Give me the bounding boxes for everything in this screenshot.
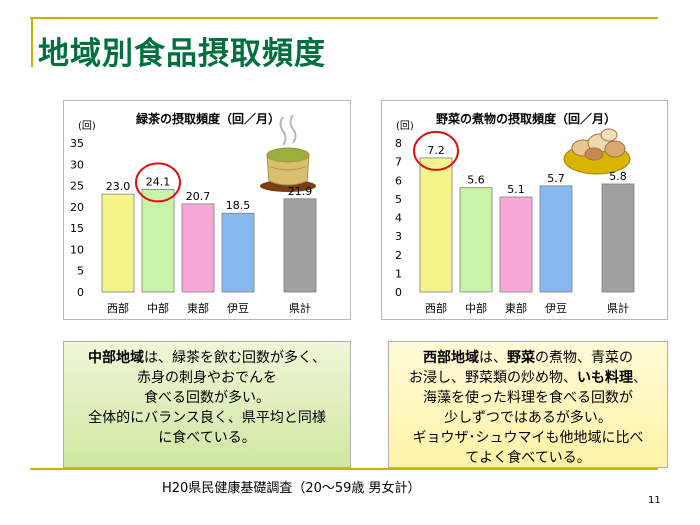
data-source: H20県民健康基礎調査（20～59歳 男女計） [162, 481, 421, 496]
note-text: は、緑茶を飲む回数が多く、 [144, 350, 326, 366]
simmered-vegetables-bowl-icon [563, 128, 631, 175]
note-text: お浸し、野菜類の炒め物、 [409, 370, 577, 386]
note-line: 食べる回数が多い。 [144, 390, 270, 406]
vegetables-highlight-circle [413, 130, 459, 171]
green-tea-y-tick-label: 10 [70, 243, 84, 256]
page-number: 11 [648, 495, 661, 506]
green-tea-unit-label: (回) [78, 120, 96, 132]
emphasis-potato-dishes: いも料理 [577, 370, 633, 386]
vegetables-unit-label: (回) [396, 120, 414, 132]
note-line: に食べている。 [158, 430, 256, 446]
green-tea-chart-svg: 緑茶の摂取頻度（回／月） (回) 0 5 10 15 20 25 30 35 23.0 西部 24.1 中… [70, 111, 317, 315]
vegetables-value-label: 7.2 [427, 144, 445, 157]
green-tea-category-label: 中部 [147, 301, 169, 315]
green-tea-category-label: 東部 [187, 301, 209, 315]
green-tea-y-tick-label: 20 [70, 201, 84, 214]
vegetables-y-tick-label: 5 [395, 193, 402, 206]
green-tea-note: 中部地域は、緑茶を飲む回数が多く、 赤身の刺身やおでんを 食べる回数が多い。 全… [63, 341, 351, 468]
note-text: 、 [633, 370, 647, 386]
green-tea-bar [101, 193, 135, 293]
green-tea-chart-title: 緑茶の摂取頻度（回／月） [136, 111, 280, 126]
vegetables-y-tick-label: 1 [395, 267, 402, 280]
green-tea-value-label: 23.0 [106, 180, 131, 193]
green-tea-y-tick-label: 35 [70, 137, 84, 150]
simmered-vegetables-chart-svg: 野菜の煮物の摂取頻度（回／月） (回) 0 1 2 3 4 5 6 7 8 7.2 西部 5.6 中部 5.1… [395, 111, 635, 315]
vegetables-bar [601, 183, 635, 293]
note-line: 全体的にバランス良く、県平均と同様 [88, 410, 326, 426]
green-tea-y-tick-label: 25 [70, 180, 84, 193]
note-text: は、 [479, 350, 507, 366]
note-line: ギョウザ･シュウマイも他地域に比べ [412, 430, 644, 446]
note-line: てよく食べている。 [465, 450, 591, 466]
note-line: 中部地域は、緑茶を飲む回数が多く、 [72, 348, 342, 368]
green-tea-chart: 緑茶の摂取頻度（回／月） (回) 0 5 10 15 20 25 30 35 23.0 西部 24.1 中… [63, 100, 351, 320]
vegetables-category-label: 中部 [465, 301, 487, 315]
green-tea-cup-icon [260, 114, 316, 192]
vegetables-value-label: 5.8 [609, 170, 627, 183]
vegetables-y-tick-label: 0 [395, 286, 402, 299]
vegetables-category-label: 東部 [505, 301, 527, 315]
green-tea-bar [283, 198, 317, 293]
green-tea-category-label: 伊豆 [227, 302, 249, 315]
green-tea-value-label: 21.9 [288, 185, 313, 198]
vegetables-category-label: 県計 [607, 301, 629, 315]
vegetables-y-tick-label: 2 [395, 249, 402, 262]
green-tea-y-tick-label: 30 [70, 158, 84, 171]
vegetables-y-tick-label: 8 [395, 137, 402, 150]
green-tea-y-tick-label: 5 [77, 265, 84, 278]
vegetables-chart-title: 野菜の煮物の摂取頻度（回／月） [436, 111, 616, 126]
frame-line-top [30, 17, 658, 19]
green-tea-category-label: 県計 [289, 301, 311, 315]
note-text: の煮物、青菜の [535, 350, 633, 366]
vegetables-bar [539, 185, 573, 293]
frame-line-left [31, 17, 33, 67]
note-line: 赤身の刺身やおでんを [137, 370, 277, 386]
vegetables-bar [419, 157, 453, 293]
note-line: 海藻を使った料理を食べる回数が [423, 390, 633, 406]
note-line: お浸し、野菜類の炒め物、いも料理、 [397, 368, 659, 388]
vegetables-category-label: 伊豆 [545, 302, 567, 315]
slide-title: 地域別食品摂取頻度 [38, 36, 326, 72]
green-tea-bar [141, 189, 175, 293]
vegetables-value-label: 5.1 [507, 183, 525, 196]
region-name-seibu: 西部地域 [423, 350, 479, 366]
frame-line-bottom [30, 468, 658, 470]
emphasis-vegetables: 野菜 [507, 350, 535, 366]
region-name-chubu: 中部地域 [88, 350, 144, 366]
vegetables-y-tick-label: 4 [395, 212, 402, 225]
note-line: 少しずつではあるが多い。 [444, 410, 612, 426]
green-tea-value-label: 24.1 [146, 175, 171, 188]
simmered-vegetables-chart: 野菜の煮物の摂取頻度（回／月） (回) 0 1 2 3 4 5 6 7 8 7.2 西部 5.6 中部 5.1… [381, 100, 668, 320]
green-tea-bar [221, 212, 255, 293]
green-tea-value-label: 18.5 [226, 199, 251, 212]
vegetables-bar [459, 187, 493, 293]
green-tea-value-label: 20.7 [186, 190, 211, 203]
vegetables-note: 西部地域は、野菜の煮物、青菜の お浸し、野菜類の炒め物、いも料理、 海藻を使った… [388, 341, 668, 468]
green-tea-y-tick-label: 0 [77, 286, 84, 299]
vegetables-value-label: 5.7 [547, 172, 565, 185]
vegetables-category-label: 西部 [425, 301, 447, 315]
vegetables-y-tick-label: 7 [395, 156, 402, 169]
vegetables-value-label: 5.6 [467, 174, 485, 187]
vegetables-y-tick-label: 6 [395, 174, 402, 187]
vegetables-bar [499, 196, 533, 293]
note-line: 西部地域は、野菜の煮物、青菜の [397, 348, 659, 368]
vegetables-y-tick-label: 3 [395, 230, 402, 243]
green-tea-highlight-circle [135, 162, 181, 203]
green-tea-category-label: 西部 [107, 301, 129, 315]
green-tea-bar [181, 203, 215, 293]
green-tea-y-tick-label: 15 [70, 222, 84, 235]
